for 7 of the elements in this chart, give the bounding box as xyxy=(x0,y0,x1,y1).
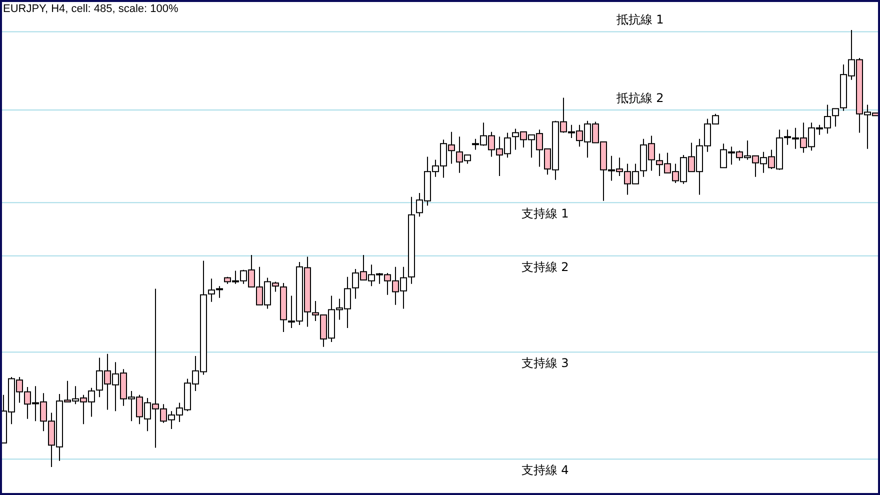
ref-line-label: 抵抗線 1 xyxy=(615,12,664,27)
ref-line-label: 支持線 1 xyxy=(521,206,569,221)
ref-line-label: 抵抗線 2 xyxy=(615,90,664,105)
ref-line-label: 支持線 4 xyxy=(521,463,569,478)
ref-line-label: 支持線 3 xyxy=(521,356,569,370)
ref-line-label: 支持線 2 xyxy=(521,260,569,274)
chart-title: EURJPY, H4, cell: 485, scale: 100% xyxy=(3,3,178,15)
